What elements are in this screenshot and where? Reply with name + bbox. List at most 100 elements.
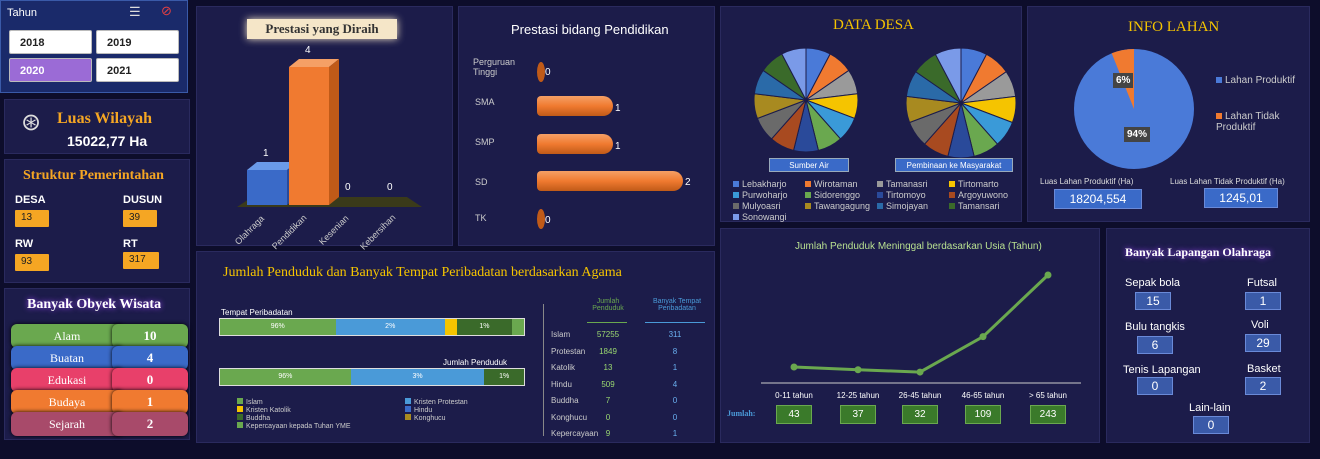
line-value-box: 37 (840, 405, 876, 424)
lap-lain-value: 0 (1193, 416, 1229, 434)
line-x-tick: > 65 tahun (1028, 391, 1068, 400)
slicer-item-2021[interactable]: 2021 (96, 58, 179, 82)
slicer-item-2018[interactable]: 2018 (9, 30, 92, 54)
pend-bar-pt (537, 62, 545, 82)
rt-label: RT (123, 238, 138, 250)
lapangan-title: Banyak Lapangan Olahraga (1125, 245, 1272, 259)
agama-row-tempat: 311 (668, 330, 682, 339)
agama-row-penduduk: 57255 (596, 330, 620, 339)
line-point (790, 363, 798, 371)
bar2-lain: 1% (484, 369, 524, 385)
agama-row-tempat: 0 (672, 396, 678, 405)
lap-sepakbola-label: Sepak bola (1125, 277, 1181, 289)
jumlah-label: Jumlah: (727, 409, 756, 418)
dusun-value: 39 (123, 210, 157, 227)
rw-label: RW (15, 238, 34, 250)
agama-legend-item: Kristen Katolik (246, 407, 291, 414)
prestasi-chart (237, 59, 422, 207)
pie-slice (934, 47, 962, 104)
lahan-pct-prod: 94% (1124, 127, 1151, 142)
wisata-buatan-value: 4 (112, 346, 188, 370)
wisata-title: Banyak Obyek Wisata (27, 297, 162, 312)
lahan-legend-prod: Lahan Produktif (1216, 75, 1306, 86)
desa-legend-item: Sonowangi (742, 212, 787, 222)
agama-row-tempat: 0 (672, 412, 678, 422)
pend-bar-tk (537, 209, 545, 229)
agama-legend-item: Konghucu (414, 415, 446, 422)
desa-legend-item: Wirotaman (814, 179, 858, 189)
slicer-item-2019[interactable]: 2019 (96, 30, 179, 54)
bar1-katolik (444, 319, 458, 335)
prestasi-val-kesenian: 0 (345, 182, 351, 193)
info-lahan-panel: INFO LAHAN 6% 94% Lahan Produktif Lahan … (1027, 6, 1310, 222)
pend-cat-tk: TK (475, 213, 487, 223)
bar1-kepercayaan (511, 319, 524, 335)
desa-legend-item: Tamanasri (886, 179, 928, 189)
data-desa-panel: DATA DESA Sumber Air Pembinaan ke Masyar… (720, 6, 1022, 222)
prestasi-title: Prestasi yang Diraih (247, 19, 397, 39)
wisata-buatan-label: Buatan (11, 346, 123, 370)
lahan-label-tidak: Luas Lahan Tidak Produktif (Ha) (1170, 177, 1285, 186)
desa-legend-item: Sidorenggo (814, 190, 861, 200)
agama-row-label: Konghucu (551, 412, 588, 422)
desa-legend-item: Purwoharjo (742, 190, 788, 200)
agama-legend-item: Hindu (414, 407, 433, 414)
bar1-label: Tempat Peribadatan (221, 308, 293, 317)
luas-wilayah-panel: ⊛ Luas Wilayah 15022,77 Ha (4, 99, 190, 154)
lap-lain-label: Lain-lain (1189, 402, 1231, 414)
wisata-budaya-value: 1 (112, 390, 188, 414)
wisata-sejarah-label: Sejarah (11, 412, 123, 436)
pendidikan-panel: Prestasi bidang Pendidikan Perguruan Tin… (458, 6, 715, 246)
pendidikan-title: Prestasi bidang Pendidikan (511, 22, 669, 37)
agama-legend-item: Islam (246, 399, 263, 406)
meninggal-chart (761, 271, 1081, 384)
desa-legend-item: Tirtomarto (958, 179, 999, 189)
lahan-legend-tidak: Lahan Tidak Produktif (1216, 111, 1280, 133)
rw-value: 93 (15, 254, 49, 271)
bar2-label: Jumlah Penduduk (443, 358, 508, 367)
clear-filter-icon[interactable]: ⊘ (161, 3, 172, 18)
pend-val-pt: 0 (545, 67, 551, 78)
pend-val-sma: 1 (615, 103, 621, 114)
agama-row-label: Buddha (551, 396, 579, 405)
slicer-item-2020[interactable]: 2020 (9, 58, 92, 82)
lahan-pie (1074, 49, 1194, 169)
agama-legend-item: Kepercayaan kepada Tuhan YME (246, 423, 351, 430)
meninggal-title: Jumlah Penduduk Meninggal berdasarkan Us… (795, 241, 1042, 252)
pend-bar-smp (537, 134, 613, 154)
bar1-lain: 1% (457, 319, 512, 335)
rt-value: 317 (123, 252, 159, 269)
pie2-label: Pembinaan ke Masyarakat (895, 158, 1013, 172)
pie-pembinaan (905, 47, 1017, 159)
agama-panel: Jumlah Penduduk dan Banyak Tempat Periba… (196, 251, 715, 443)
pend-val-sd: 2 (685, 177, 691, 188)
line-value-box: 43 (776, 405, 812, 424)
pie-sumber-air (753, 47, 859, 153)
line-point (916, 368, 924, 376)
desa-legend-item: Simojayan (886, 201, 929, 211)
col-penduduk-header: Jumlah Penduduk (592, 298, 624, 312)
luas-title: Luas Wilayah (57, 110, 153, 127)
lap-basket-label: Basket (1247, 363, 1281, 375)
pie1-label: Sumber Air (769, 158, 849, 172)
lap-basket-value: 2 (1245, 377, 1281, 395)
agama-row-tempat: 1 (672, 363, 678, 372)
bar2-islam: 96% (220, 369, 351, 385)
pend-bar-sma (537, 96, 613, 116)
bar1: 96% 2% 1% (219, 318, 525, 336)
desa-title: DATA DESA (833, 17, 914, 33)
agama-row-tempat: 4 (672, 379, 678, 389)
lahan-value-prod: 18204,554 (1054, 189, 1142, 209)
prestasi-val-olahraga: 1 (263, 148, 269, 159)
agama-legend-item: Kristen Protestan (414, 399, 468, 406)
line-point (854, 366, 862, 374)
lap-bulutangkis-label: Bulu tangkis (1125, 321, 1185, 333)
lap-bulutangkis-value: 6 (1137, 336, 1173, 354)
agama-row-penduduk: 509 (601, 379, 615, 389)
prestasi-val-kebersihan: 0 (387, 182, 393, 193)
wisata-budaya-label: Budaya (11, 390, 123, 414)
desa-legend-item: Tawangagung (814, 201, 871, 211)
lap-tenis-label: Tenis Lapangan (1123, 364, 1201, 376)
agama-row-label: Kepercayaan (551, 429, 599, 438)
multiselect-icon[interactable]: ☰ (129, 4, 141, 19)
